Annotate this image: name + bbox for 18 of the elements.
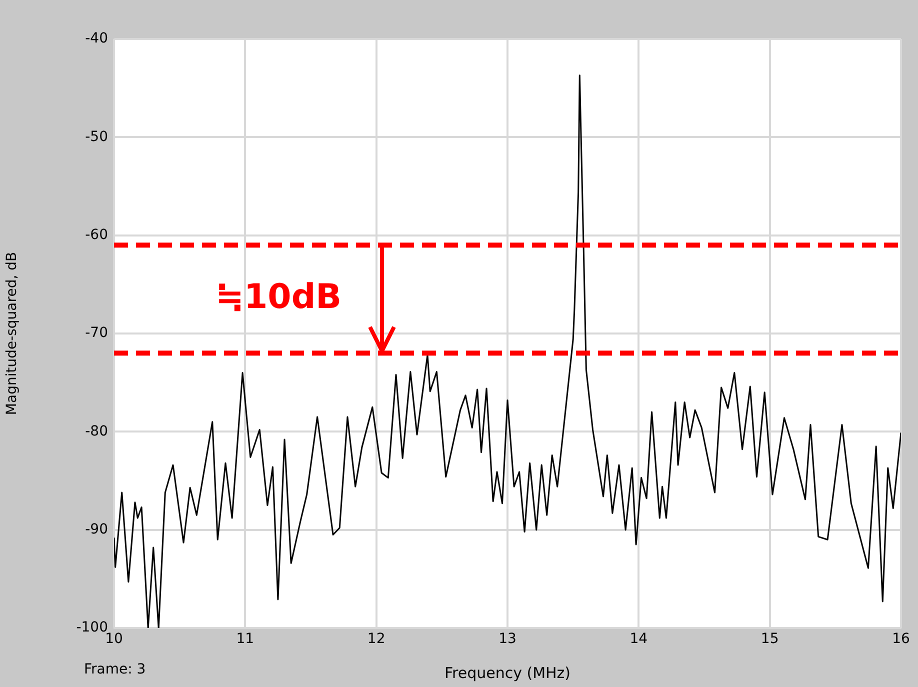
x-tick-label: 13 bbox=[498, 631, 516, 648]
y-tick-label: -80 bbox=[85, 423, 108, 440]
y-tick-label: -40 bbox=[85, 30, 108, 47]
y-tick-label: -100 bbox=[76, 620, 108, 636]
x-tick-label: 11 bbox=[236, 631, 254, 648]
x-tick-label: 12 bbox=[367, 631, 386, 648]
x-tick-label: 15 bbox=[760, 631, 779, 648]
y-axis-title: Magnitude-squared, dB bbox=[4, 252, 20, 416]
y-tick-label: -90 bbox=[85, 521, 108, 538]
y-tick-label: -70 bbox=[85, 325, 108, 342]
x-tick-label: 14 bbox=[630, 631, 648, 648]
x-axis-title: Frequency (MHz) bbox=[444, 664, 571, 682]
annotation: ≒10dB bbox=[216, 276, 342, 317]
x-tick-label: 10 bbox=[105, 631, 123, 648]
y-tick-label: -50 bbox=[85, 128, 108, 145]
x-tick-label: 16 bbox=[892, 631, 910, 648]
y-tick-label: -60 bbox=[85, 226, 108, 243]
text: Frame: 3 bbox=[84, 662, 146, 678]
